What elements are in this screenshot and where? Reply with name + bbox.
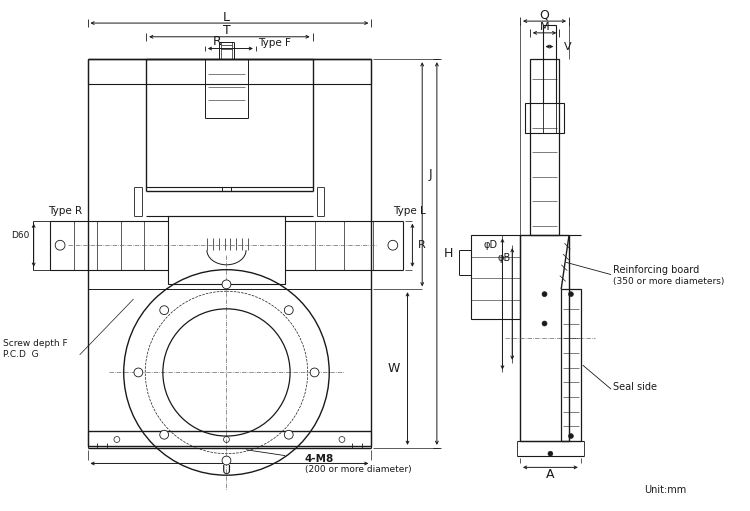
Circle shape bbox=[542, 292, 547, 296]
Bar bbox=[168, 216, 285, 284]
Text: R: R bbox=[419, 240, 426, 250]
Text: Screw depth F: Screw depth F bbox=[3, 339, 68, 347]
Text: (350 or more diameters): (350 or more diameters) bbox=[613, 277, 724, 286]
Bar bbox=[525, 103, 564, 133]
Text: H: H bbox=[444, 247, 453, 260]
Text: R: R bbox=[212, 35, 221, 48]
Text: φD: φD bbox=[484, 240, 497, 250]
Text: Type F: Type F bbox=[258, 38, 291, 48]
Text: D60: D60 bbox=[11, 231, 30, 240]
Text: W: W bbox=[387, 362, 400, 375]
Bar bbox=[561, 289, 580, 441]
Circle shape bbox=[160, 306, 169, 315]
Text: Seal side: Seal side bbox=[613, 382, 657, 392]
Text: V: V bbox=[564, 41, 572, 52]
Text: P.C.D  G: P.C.D G bbox=[3, 351, 39, 359]
Circle shape bbox=[134, 368, 142, 377]
Text: Type L: Type L bbox=[393, 206, 425, 216]
Text: Unit:mm: Unit:mm bbox=[644, 485, 686, 495]
Circle shape bbox=[310, 368, 319, 377]
Circle shape bbox=[284, 430, 293, 439]
Circle shape bbox=[284, 306, 293, 315]
Circle shape bbox=[568, 292, 574, 296]
Text: J: J bbox=[429, 168, 433, 181]
Text: U: U bbox=[222, 464, 231, 477]
Text: φB: φB bbox=[497, 253, 510, 263]
Text: Q: Q bbox=[539, 9, 550, 22]
Text: 4-M8: 4-M8 bbox=[304, 454, 334, 463]
Text: T: T bbox=[223, 25, 230, 37]
Bar bbox=[520, 236, 569, 441]
Circle shape bbox=[222, 280, 231, 289]
Text: M: M bbox=[540, 22, 549, 32]
Circle shape bbox=[568, 434, 574, 438]
Circle shape bbox=[160, 430, 169, 439]
Circle shape bbox=[548, 451, 553, 456]
Text: Type R: Type R bbox=[48, 206, 82, 216]
Circle shape bbox=[542, 321, 547, 326]
Bar bbox=[530, 59, 560, 236]
Circle shape bbox=[222, 456, 231, 465]
Text: A: A bbox=[546, 468, 555, 481]
Text: Reinforcing board: Reinforcing board bbox=[613, 265, 699, 275]
Bar bbox=[471, 236, 520, 319]
Text: (200 or more diameter): (200 or more diameter) bbox=[304, 465, 412, 474]
Text: L: L bbox=[223, 11, 230, 24]
